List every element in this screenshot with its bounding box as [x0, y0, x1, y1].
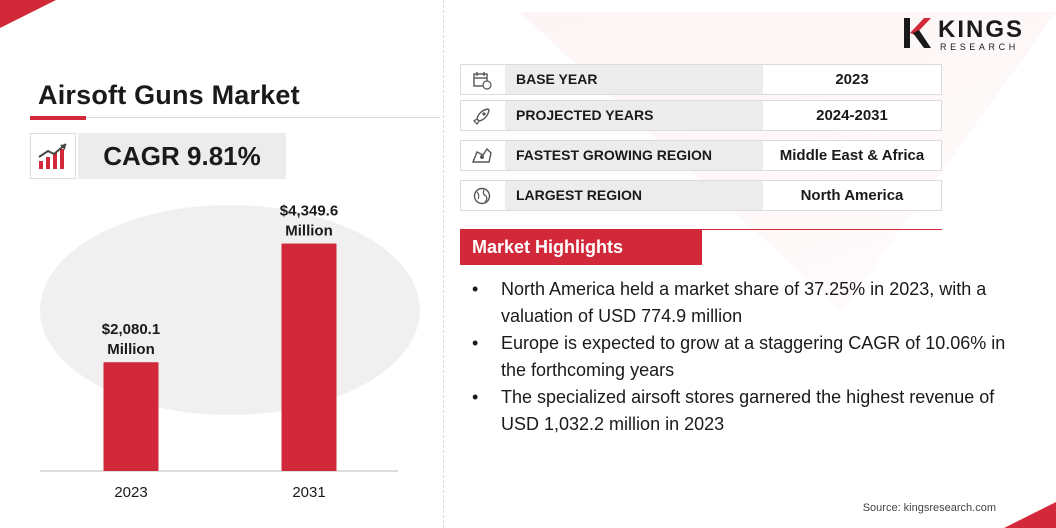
- list-item: • North America held a market share of 37…: [470, 276, 1030, 330]
- title-accent-bar: [30, 116, 86, 120]
- logo-name: KINGS: [938, 16, 1025, 43]
- highlights-list: • North America held a market share of 37…: [470, 276, 1030, 438]
- info-key: LARGEST REGION: [505, 181, 763, 210]
- bar-2031: [281, 243, 337, 471]
- logo-subtitle: RESEARCH: [940, 42, 1019, 52]
- info-row-projected-years: PROJECTED YEARS 2024-2031: [460, 100, 942, 131]
- growth-chart-icon: [30, 133, 76, 179]
- info-row-fastest-growing-region: FASTEST GROWING REGION Middle East & Afr…: [460, 140, 942, 171]
- source-note: Source: kingsresearch.com: [862, 502, 996, 514]
- data-label: $4,349.6: [280, 203, 338, 220]
- market-highlights-heading: Market Highlights: [460, 230, 702, 265]
- logo-mark-icon: [904, 18, 931, 48]
- x-tick-label: 2023: [114, 484, 147, 501]
- info-key: BASE YEAR: [505, 65, 763, 94]
- data-label: Million: [285, 223, 333, 240]
- info-key: PROJECTED YEARS: [505, 101, 763, 130]
- highlight-text: The specialized airsoft stores garnered …: [501, 387, 995, 434]
- list-item: • Europe is expected to grow at a stagger…: [470, 330, 1030, 384]
- info-row-base-year: BASE YEAR 2023: [460, 64, 942, 95]
- highlight-text: Europe is expected to grow at a staggeri…: [501, 333, 1006, 380]
- kings-research-logo: KINGS RESEARCH: [902, 16, 1032, 52]
- title-underline: [30, 117, 440, 118]
- data-label: Million: [107, 341, 155, 358]
- bar-2023: [103, 362, 159, 471]
- corner-decoration-bottom-right: [1004, 502, 1056, 528]
- bullet-icon: •: [472, 333, 479, 353]
- globe-icon: [461, 181, 503, 210]
- corner-decoration-top-left: [0, 0, 56, 28]
- highlight-text: North America held a market share of 37.…: [501, 279, 987, 326]
- rocket-icon: [461, 101, 503, 130]
- info-value: 2023: [835, 71, 869, 88]
- cagr-value: CAGR 9.81%: [78, 133, 286, 179]
- list-item: • The specialized airsoft stores garnered…: [470, 384, 1030, 438]
- info-value: Middle East & Africa: [779, 147, 925, 164]
- page-title: Airsoft Guns Market: [38, 80, 300, 110]
- info-value: 2024-2031: [816, 107, 888, 124]
- calendar-icon: [461, 65, 503, 94]
- panel-divider: [443, 0, 444, 528]
- world-map-watermark: [40, 205, 420, 415]
- map-icon: [461, 141, 503, 170]
- info-key: FASTEST GROWING REGION: [505, 141, 763, 170]
- data-label: $2,080.1: [102, 321, 160, 338]
- x-tick-label: 2031: [292, 484, 325, 501]
- market-size-chart: $2,080.1 Million 2023 $4,349.6 Million 2031: [40, 203, 420, 501]
- info-value: North America: [800, 187, 904, 204]
- highlights-rule: [460, 229, 942, 230]
- info-row-largest-region: LARGEST REGION North America: [460, 180, 942, 211]
- bullet-icon: •: [472, 387, 479, 407]
- bullet-icon: •: [472, 279, 479, 299]
